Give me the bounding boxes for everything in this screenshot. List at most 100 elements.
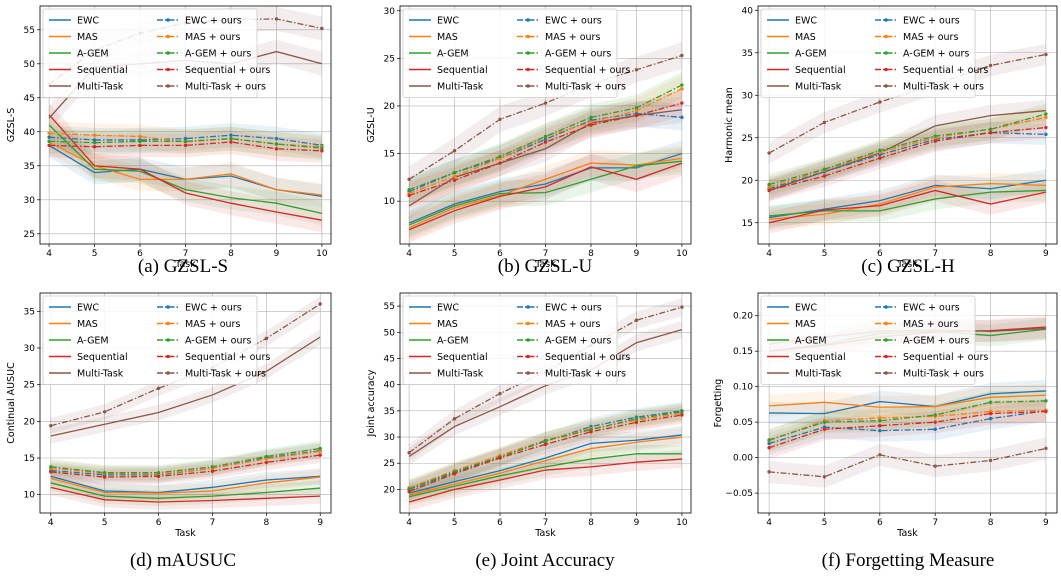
y-axis-label: Forgetting [713,379,724,428]
data-point-sequential-ours [988,411,993,416]
x-tick-label: 6 [137,249,143,259]
data-point-sequential-ours [49,470,53,474]
legend-label-ewc: EWC [77,16,99,27]
legend-marker-multi-task-ours [526,371,530,375]
panel-caption: (a) GZSL-S [138,256,228,277]
legend-label-ewc: EWC [437,303,459,314]
series-line-a-gem-ours [50,447,321,474]
data-point-ewc-ours [933,427,937,431]
data-point-sequential-ours [183,143,188,148]
data-point-multi-task-ours [318,302,322,306]
data-point-a-gem-ours [407,188,411,192]
legend-label-multi-task-ours: Multi-Task + ours [545,82,626,93]
legend-label-a-gem-ours: A-GEM + ours [545,336,611,347]
legend-label-sequential-ours: Sequential + ours [903,352,988,363]
x-tick-label: 6 [877,518,883,528]
data-point-multi-task-ours [878,453,882,457]
data-point-sequential-ours [498,161,502,165]
legend-marker-a-gem-ours [526,51,530,55]
band-sequential-ours [50,447,321,485]
legend-box [760,8,976,98]
data-point-sequential-ours [634,113,639,118]
legend-marker-ewc-ours [884,18,888,22]
y-tick-label: 15 [742,219,753,229]
data-point-multi-task-ours [1044,446,1048,451]
legend-label-ewc: EWC [77,303,99,314]
x-tick-label: 9 [634,518,640,528]
legend-label-multi-task: Multi-Task [437,82,484,93]
x-tick-label: 7 [932,249,938,259]
y-tick-label: 15 [24,454,35,464]
y-tick-label: 30 [384,7,396,17]
y-tick-label: 30 [742,91,754,101]
data-point-ewc-ours [767,441,771,446]
x-tick-label: 8 [988,518,994,528]
y-axis-label: GZSL-U [366,107,377,142]
series-line-a-gem [408,160,682,226]
data-point-mas-ours [318,449,322,454]
series-line-ewc-ours [768,410,1047,445]
legend-label-sequential: Sequential [77,352,128,363]
data-point-sequential-ours [138,143,142,148]
data-point-sequential-ours [543,140,548,144]
data-point-sequential-ours [102,475,107,479]
data-point-a-gem-ours [988,400,993,404]
data-point-sequential-ours [822,427,827,431]
data-point-multi-task-ours [988,63,993,68]
data-point-sequential-ours [318,453,322,457]
legend-label-ewc-ours: EWC + ours [545,16,602,27]
legend-label-ewc: EWC [437,16,459,27]
data-point-sequential-ours [988,130,993,135]
data-point-a-gem-ours [680,83,684,87]
data-point-mas-ours [589,120,593,124]
data-point-sequential-ours [822,174,827,178]
band-ewc-ours [409,402,682,499]
band-ewc [769,379,1046,425]
band-mas [769,384,1046,419]
legend-label-sequential: Sequential [437,65,488,76]
legend-label-ewc-ours: EWC + ours [903,303,960,314]
y-axis-label: GZSL-S [6,108,17,142]
series-line-mas [408,157,683,229]
data-point-a-gem-ours [822,167,827,171]
data-point-a-gem-ours [1044,399,1048,403]
y-tick-label: 35 [384,407,395,417]
x-tick-label: 6 [497,249,503,259]
y-tick-label: 25 [384,459,395,469]
data-point-multi-task-ours [264,336,269,341]
legend-marker-multi-task-ours [166,84,170,88]
x-tick-label: 7 [210,518,216,528]
data-point-multi-task-ours [767,151,771,155]
data-point-a-gem-ours [589,115,593,120]
band-mas [769,172,1046,231]
series-line-mas [769,182,1046,220]
legend-label-ewc-ours: EWC + ours [185,16,242,27]
band-mas-ours [769,106,1046,198]
data-point-mas-ours [634,109,639,113]
data-point-multi-task-ours [543,101,548,105]
y-tick-label: 45 [384,354,395,364]
legend-label-mas: MAS [77,32,98,43]
x-tick-label: 9 [1043,249,1049,259]
data-point-multi-task-ours [156,386,161,391]
data-point-a-gem-ours [634,106,639,110]
band-ewc-ours [769,121,1046,200]
data-point-mas-ours [92,133,97,137]
x-tick-label: 8 [263,518,269,528]
series-line-a-gem [48,124,323,215]
x-tick-label: 8 [228,249,234,259]
legend-marker-sequential-ours [526,354,530,359]
data-point-multi-task-ours [102,410,107,414]
legend-label-ewc-ours: EWC + ours [545,303,602,314]
y-tick-label: 20 [384,485,396,495]
panel-caption: (b) GZSL-U [498,256,593,277]
x-axis-label: Task [896,528,918,539]
data-point-a-gem-ours [210,465,215,469]
data-point-a-gem-ours [988,127,993,131]
x-tick-label: 4 [766,518,772,528]
y-tick-label: 40 [742,6,754,16]
x-tick-label: 5 [452,249,458,259]
data-point-a-gem-ours [543,439,548,443]
band-sequential-ours [409,406,682,501]
legend-box [42,8,258,98]
